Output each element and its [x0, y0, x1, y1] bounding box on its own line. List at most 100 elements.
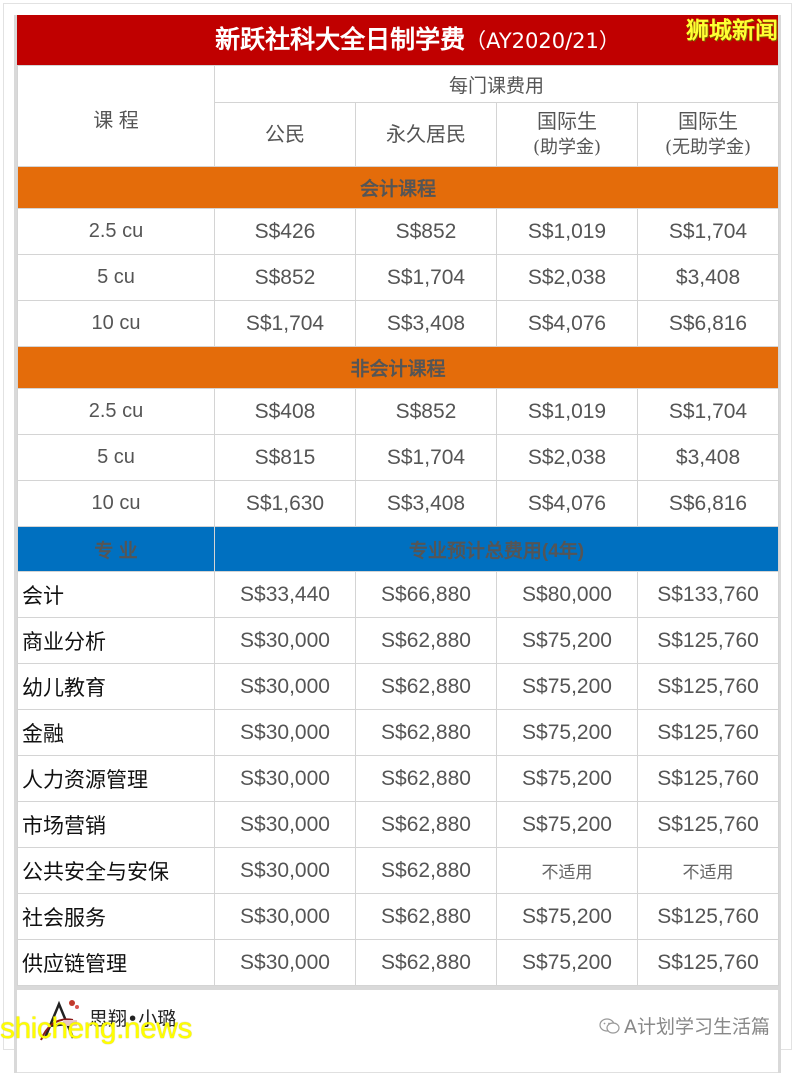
fee-cell: S$133,760 — [636, 571, 780, 618]
fee-cell: S$1,019 — [496, 388, 638, 435]
table-row: 2.5 cu S$408 S$852 S$1,019 S$1,704 — [17, 388, 780, 435]
fee-cell: S$75,200 — [496, 893, 638, 940]
cu-label: 2.5 cu — [17, 208, 215, 255]
fee-cell: S$1,019 — [496, 208, 638, 255]
fee-cell: S$75,200 — [496, 801, 638, 848]
fee-cell: S$1,704 — [636, 208, 780, 255]
fee-cell: S$3,408 — [355, 480, 497, 527]
fee-cell: S$62,880 — [355, 893, 497, 940]
wechat-account: A计划学习生活篇 — [598, 1012, 770, 1039]
fee-cell: S$408 — [214, 388, 356, 435]
per-course-fee-header: 每门课费用 — [213, 65, 780, 103]
column-header-sublabel: (无助学金) — [664, 136, 752, 158]
column-header-intl-no-grant: 国际生 (无助学金) — [636, 102, 780, 167]
section-label: 非会计课程 — [16, 346, 780, 389]
column-header-citizen: 公民 — [214, 102, 356, 167]
table-row: 10 cu S$1,630 S$3,408 S$4,076 S$6,816 — [17, 480, 780, 527]
fee-cell: S$1,704 — [355, 434, 497, 481]
not-applicable-cell: 不适用 — [496, 847, 638, 894]
fee-cell: S$1,704 — [214, 300, 356, 347]
fee-cell: S$426 — [214, 208, 356, 255]
fee-cell: S$30,000 — [214, 939, 356, 986]
fee-cell: S$80,000 — [496, 571, 638, 618]
fee-cell: S$30,000 — [214, 801, 356, 848]
fee-cell: S$125,760 — [636, 709, 780, 756]
fee-cell: S$3,408 — [355, 300, 497, 347]
fee-cell: S$30,000 — [214, 755, 356, 802]
fee-cell: S$4,076 — [496, 480, 638, 527]
major-name: 供应链管理 — [17, 939, 215, 986]
fee-cell: S$33,440 — [214, 571, 356, 618]
column-header-label: 永久居民 — [386, 123, 466, 146]
fee-cell: S$75,200 — [496, 617, 638, 664]
section-header-non-accounting: 非会计课程 — [16, 346, 780, 389]
title-main: 新跃社科大全日制学费 — [215, 25, 466, 54]
fee-cell: S$75,200 — [496, 939, 638, 986]
table-row: 社会服务 S$30,000 S$62,880 S$75,200 S$125,76… — [17, 893, 780, 940]
fee-cell: S$852 — [355, 388, 497, 435]
fee-cell: S$125,760 — [636, 939, 780, 986]
fee-cell: S$62,880 — [355, 663, 497, 710]
title-academic-year: （AY2020/21） — [465, 29, 620, 53]
table-row: 幼儿教育 S$30,000 S$62,880 S$75,200 S$125,76… — [17, 663, 780, 710]
page-title: 新跃社科大全日制学费（AY2020/21） — [17, 15, 778, 65]
table-row: 2.5 cu S$426 S$852 S$1,019 S$1,704 — [17, 208, 780, 255]
major-name: 公共安全与安保 — [17, 847, 215, 894]
cu-label: 10 cu — [17, 300, 215, 347]
wechat-icon — [599, 1017, 620, 1034]
fee-cell: S$2,038 — [496, 434, 638, 481]
fee-cell: S$125,760 — [636, 893, 780, 940]
fee-cell: S$125,760 — [636, 663, 780, 710]
wechat-account-name: A计划学习生活篇 — [624, 1016, 770, 1038]
table-row: 金融 S$30,000 S$62,880 S$75,200 S$125,760 — [17, 709, 780, 756]
fee-cell: S$815 — [214, 434, 356, 481]
a-letter-logo-icon — [40, 1000, 79, 1041]
major-column-header: 专 业 — [17, 526, 215, 572]
section-label: 会计课程 — [16, 166, 780, 209]
fee-cell: S$62,880 — [355, 709, 497, 756]
section-header-accounting: 会计课程 — [16, 166, 780, 209]
column-header-sublabel: (助学金) — [532, 136, 602, 158]
major-name: 商业分析 — [17, 617, 215, 664]
fee-cell: S$852 — [355, 208, 497, 255]
fee-cell: S$75,200 — [496, 709, 638, 756]
major-name: 社会服务 — [17, 893, 215, 940]
fee-cell: S$6,816 — [636, 480, 780, 527]
table-row: 公共安全与安保 S$30,000 S$62,880 不适用 不适用 — [17, 847, 780, 894]
table-row: 5 cu S$815 S$1,704 S$2,038 $3,408 — [17, 434, 780, 481]
fee-cell: S$6,816 — [636, 300, 780, 347]
fee-cell: S$30,000 — [214, 709, 356, 756]
fee-cell: S$30,000 — [214, 663, 356, 710]
fee-cell: S$66,880 — [355, 571, 497, 618]
table-row: 10 cu S$1,704 S$3,408 S$4,076 S$6,816 — [17, 300, 780, 347]
major-name: 人力资源管理 — [17, 755, 215, 802]
fee-cell: S$62,880 — [355, 755, 497, 802]
fee-cell: S$4,076 — [496, 300, 638, 347]
fee-cell: S$852 — [214, 254, 356, 301]
major-name: 幼儿教育 — [17, 663, 215, 710]
table-row: 会计 S$33,440 S$66,880 S$80,000 S$133,760 — [17, 571, 780, 618]
author-name: 思翔•小璐 — [89, 1008, 177, 1030]
fee-cell: S$1,630 — [214, 480, 356, 527]
watermark-top: 狮城新闻 — [686, 18, 778, 44]
section-header-majors: 专 业 专业预计总费用(4年) — [17, 526, 780, 572]
fee-cell: S$1,704 — [636, 388, 780, 435]
major-name: 会计 — [17, 571, 215, 618]
table-row: 人力资源管理 S$30,000 S$62,880 S$75,200 S$125,… — [17, 755, 780, 802]
title-bar: 新跃社科大全日制学费（AY2020/21） 狮城新闻 — [17, 15, 778, 65]
column-header-intl-grant: 国际生 (助学金) — [496, 102, 638, 167]
fee-cell: S$30,000 — [214, 617, 356, 664]
fee-cell: S$125,760 — [636, 801, 780, 848]
total-fee-header: 专业预计总费用(4年) — [213, 526, 780, 572]
table-row: 商业分析 S$30,000 S$62,880 S$75,200 S$125,76… — [17, 617, 780, 664]
major-name: 金融 — [17, 709, 215, 756]
column-header-label: 国际生 — [537, 110, 597, 133]
fee-cell: S$75,200 — [496, 755, 638, 802]
column-header-pr: 永久居民 — [355, 102, 497, 167]
table-row: 供应链管理 S$30,000 S$62,880 S$75,200 S$125,7… — [17, 939, 780, 986]
not-applicable-cell: 不适用 — [636, 847, 780, 894]
fee-cell: S$2,038 — [496, 254, 638, 301]
fee-cell: S$30,000 — [214, 847, 356, 894]
fee-cell: S$62,880 — [355, 617, 497, 664]
watermark-bottom: shicheng.news — [0, 1012, 192, 1045]
